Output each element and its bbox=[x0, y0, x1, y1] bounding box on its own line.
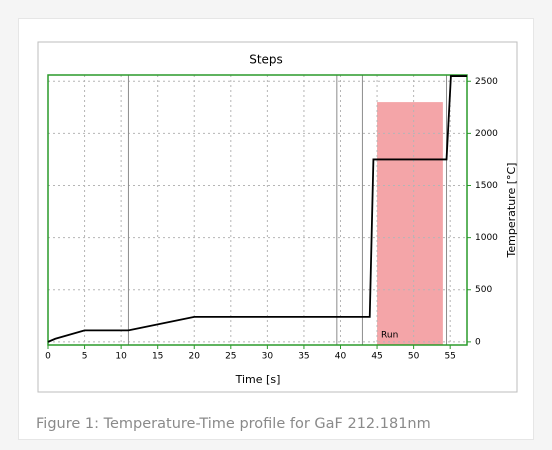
figure-caption: Figure 1: Temperature-Time profile for G… bbox=[36, 416, 431, 432]
x-tick-label: 25 bbox=[225, 352, 236, 362]
x-axis-label: Time [s] bbox=[235, 373, 281, 386]
y-tick-label: 1500 bbox=[475, 181, 498, 191]
x-tick-label: 30 bbox=[262, 352, 274, 362]
x-tick-label: 35 bbox=[298, 352, 309, 362]
x-tick-label: 15 bbox=[152, 352, 163, 362]
chart-title: Steps bbox=[249, 53, 283, 67]
x-tick-label: 20 bbox=[189, 352, 201, 362]
y-tick-label: 500 bbox=[475, 285, 492, 295]
x-tick-label: 40 bbox=[335, 352, 347, 362]
region-label: Run bbox=[381, 331, 398, 341]
y-tick-label: 2500 bbox=[475, 77, 498, 87]
y-tick-label: 1000 bbox=[475, 233, 498, 243]
y-tick-label: 0 bbox=[475, 337, 481, 347]
plot-border bbox=[47, 74, 468, 346]
x-tick-label: 45 bbox=[371, 352, 382, 362]
x-tick-label: 55 bbox=[444, 352, 455, 362]
chart-frame bbox=[37, 41, 518, 393]
region bbox=[377, 102, 443, 345]
y-tick-label: 2000 bbox=[475, 129, 498, 139]
x-tick-label: 10 bbox=[115, 352, 127, 362]
data-line bbox=[47, 75, 467, 343]
y-axis-label: Temperature [°C] bbox=[505, 163, 518, 259]
x-tick-label: 50 bbox=[408, 352, 420, 362]
x-tick-label: 5 bbox=[82, 352, 88, 362]
x-tick-label: 0 bbox=[45, 352, 51, 362]
